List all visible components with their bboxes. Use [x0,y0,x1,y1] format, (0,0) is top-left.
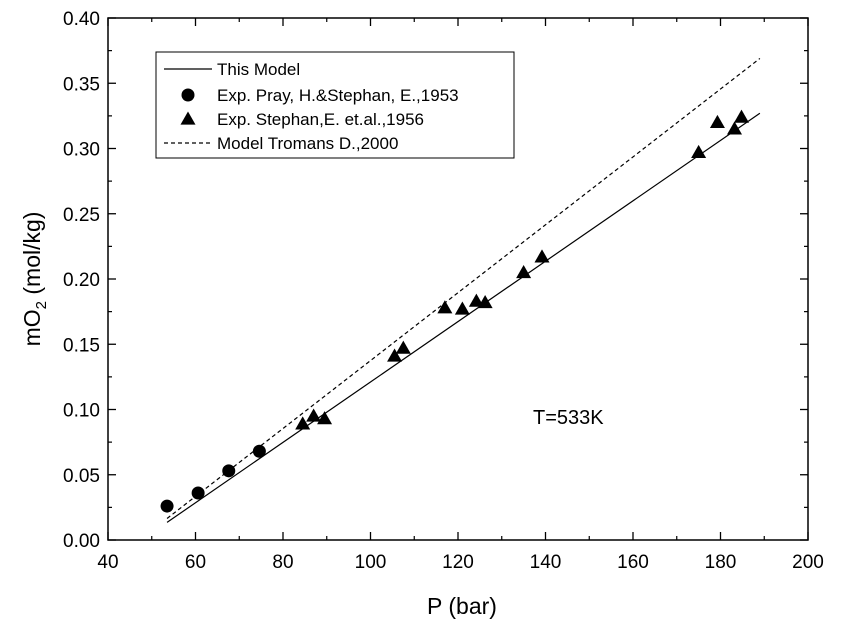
stephan-1956-point [477,294,493,309]
legend-label: Exp. Stephan,E. et.al.,1956 [217,110,424,129]
stephan-1956-point [709,114,725,129]
pray-stephan-1953-point [191,486,205,500]
y-tick-label: 0.00 [63,531,100,552]
y-axis-title-subscript: 2 [33,301,50,309]
tromans-model-dashed-line [166,57,761,519]
y-tick-label: 0.05 [63,466,100,487]
this-model-line [166,112,761,523]
y-tick-label: 0.15 [63,335,100,356]
x-tick-label: 100 [355,552,387,573]
legend-circle-swatch [181,88,195,102]
x-tick-label: 120 [442,552,474,573]
series-lines [166,57,761,523]
stephan-1956-point [454,301,470,315]
temperature-annotation: T=533K [533,407,604,429]
pray-stephan-1953-point [252,444,266,458]
legend-box [155,51,515,159]
y-tick-label: 0.35 [63,74,100,95]
stephan-1956-point [437,300,453,314]
stephan-1956-point [306,408,322,422]
legend: This Model Exp. Pray, H.&Stephan, E.,1953… [155,51,515,159]
x-tick-label: 180 [705,552,737,573]
x-axis-title: P (bar) [427,593,497,619]
stephan-1956-point [395,340,411,354]
tick-labels: 40 60 80 100 120 140 160 180 200 0.00 0.05 0.10 0.15… [63,9,824,573]
x-tick-label: 200 [792,552,824,573]
legend-triangle-swatch [180,111,196,125]
legend-label: Model Tromans D.,2000 [217,134,398,153]
stephan-1956-point [317,411,333,425]
x-tick-label: 40 [97,552,118,573]
legend-label: Exp. Pray, H.&Stephan, E.,1953 [217,86,459,105]
x-tick-label: 60 [185,552,206,573]
x-tick-label: 160 [617,552,649,573]
y-axis-title-main: mO [19,309,45,346]
y-axis-title-unit: (mol/kg) [19,212,45,301]
y-tick-label: 0.10 [63,401,100,422]
x-tick-label: 140 [530,552,562,573]
stephan-1956-point [534,249,550,263]
legend-label: This Model [217,60,300,79]
y-tick-label: 0.30 [63,140,100,161]
stephan-1956-point [387,348,403,362]
stephan-1956-point [516,264,532,279]
y-tick-label: 0.40 [63,9,100,30]
pray-stephan-1953-point [160,499,174,513]
y-tick-label: 0.25 [63,205,100,226]
x-tick-label: 80 [272,552,293,573]
stephan-1956-point [295,416,311,430]
stephan-1956-point [727,121,742,135]
pray-stephan-1953-point [222,464,236,478]
y-axis-title: mO2 (mol/kg) [19,212,50,347]
series-marks [160,109,749,513]
plot-frame [107,17,809,541]
stephan-1956-point [734,109,749,123]
stephan-1956-point [468,293,484,307]
stephan-1956-point [691,144,707,159]
y-tick-label: 0.20 [63,270,100,291]
